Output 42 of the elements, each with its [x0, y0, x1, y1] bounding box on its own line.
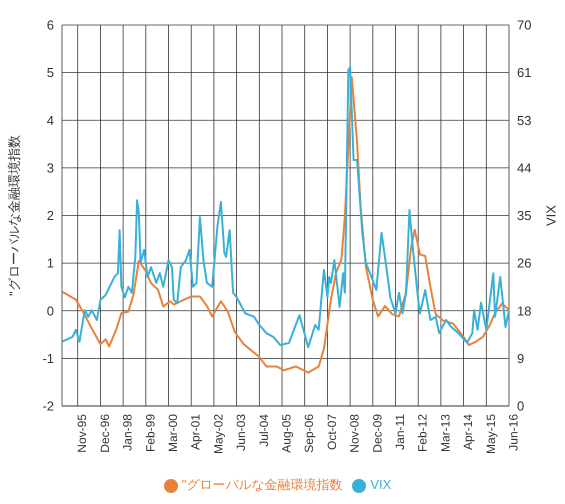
y-tick-label: 2 [46, 208, 54, 224]
x-tick-label: Jun-03 [234, 414, 248, 451]
y2-axis-title: VIX [544, 204, 559, 226]
x-tick-label: Jan-11 [393, 414, 408, 450]
x-tick-label: Aug-05 [280, 414, 294, 453]
y-tick-label: 1 [46, 256, 54, 271]
legend-label: VIX [370, 477, 392, 492]
x-tick-label: Feb-99 [143, 414, 158, 452]
y-tick-label: 6 [46, 18, 54, 33]
x-tick-label: May-02 [211, 414, 226, 454]
y-tick-label: 5 [46, 65, 54, 80]
x-tick-label: Apr-01 [188, 414, 203, 450]
y-tick-label: 4 [46, 112, 54, 128]
x-tick-label: Jun-16 [506, 414, 521, 451]
x-tick-label: Mar-13 [438, 414, 452, 452]
x-tick-label: Jul-04 [256, 414, 271, 447]
y2-tick-label: 26 [517, 256, 532, 271]
y-tick-label: -2 [42, 398, 54, 414]
y2-tick-label: 70 [517, 18, 532, 33]
x-tick-label: Jan-98 [120, 414, 135, 451]
y2-tick-label: 61 [517, 65, 532, 80]
x-tick-label: Dec-09 [370, 414, 384, 453]
x-tick-label: Sep-06 [302, 414, 316, 453]
x-tick-label: Dec-96 [98, 414, 112, 453]
y2-tick-label: 0 [517, 398, 524, 414]
y2-tick-label: 53 [517, 112, 532, 128]
y2-tick-label: 35 [517, 208, 532, 224]
y-tick-label: -1 [42, 350, 54, 366]
x-tick-label: Nov-95 [75, 414, 90, 453]
y2-tick-label: 18 [517, 303, 532, 318]
y-axis-title: "グローバルな金融環境指数 [6, 135, 22, 296]
x-tick-label: Apr-14 [461, 414, 476, 450]
x-tick-label: Mar-00 [166, 414, 180, 452]
x-tick-label: Feb-12 [416, 414, 430, 452]
y-tick-label: 0 [46, 303, 54, 318]
x-tick-label: Nov-08 [348, 414, 362, 453]
y-tick-label: 3 [46, 160, 54, 176]
x-tick-label: Oct-07 [324, 414, 339, 450]
y2-tick-label: 44 [517, 160, 532, 176]
y2-tick-label: 9 [517, 350, 524, 366]
legend-label: "グローバルな金融環境指数 [182, 477, 342, 492]
x-tick-label: May-15 [484, 414, 498, 454]
